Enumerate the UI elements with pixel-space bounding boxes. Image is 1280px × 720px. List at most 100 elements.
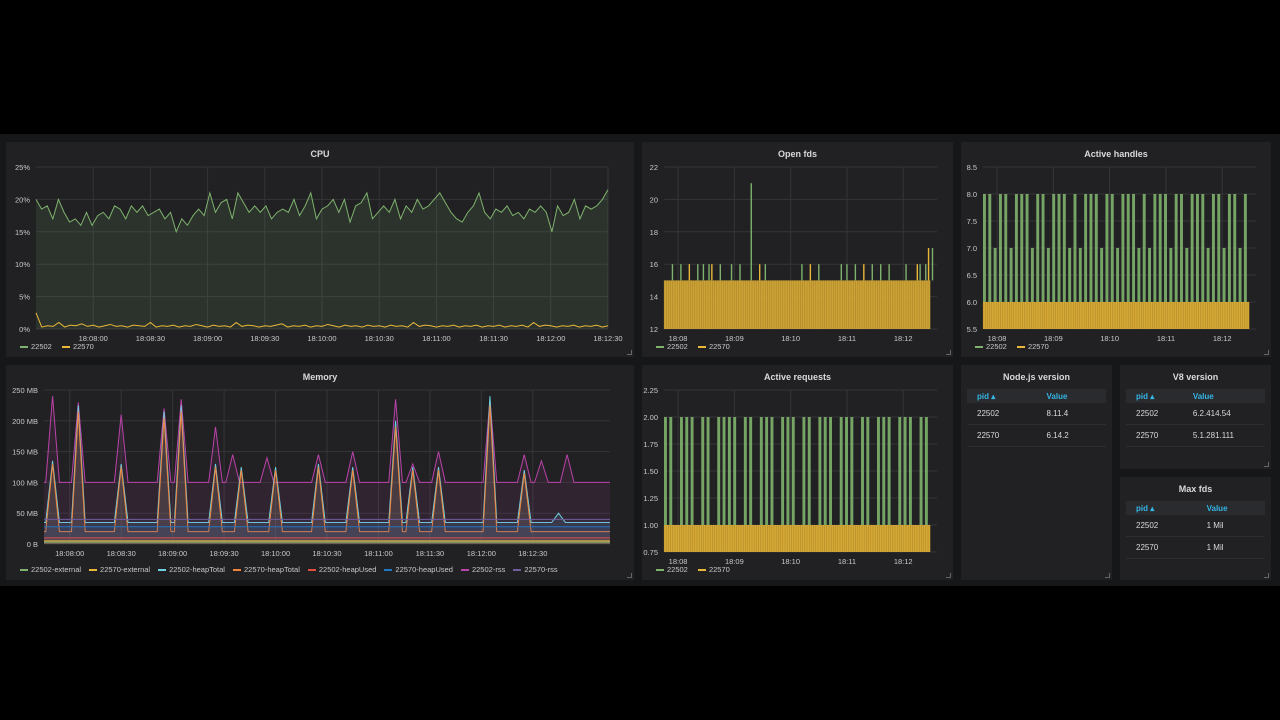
bar-22502 — [1004, 194, 1008, 302]
panel-title[interactable]: Active requests — [763, 372, 832, 382]
active-handles-chart: 5.5 6.0 6.5 7.0 7.5 8.0 8.5 18:08 18:09 18:10 18:1… — [967, 163, 1256, 342]
x-tick-label: 18:09:00 — [193, 334, 222, 342]
legend-item-22570[interactable]: 22570 — [697, 565, 730, 574]
sort-asc-icon: ▴ — [1150, 503, 1155, 513]
bar-22502 — [1132, 194, 1136, 302]
y-tick-label: 0.75 — [643, 548, 658, 557]
legend: 22502-external 22570-external 22502-heapTo… — [20, 565, 566, 574]
panel-nodejs-version[interactable]: Node.js version pid ▴ Value 22502 8.11.4 … — [961, 365, 1112, 580]
y-tick-label: 1.75 — [643, 440, 658, 449]
active-requests-chart: 0.75 1.00 1.25 1.50 1.75 2.00 2.25 18:08 18:09 18… — [643, 386, 937, 565]
panel-title[interactable]: CPU — [310, 149, 330, 159]
y-tick-label: 200 MB — [12, 417, 38, 426]
legend-swatch — [20, 569, 28, 572]
legend-item-22570[interactable]: 22570 — [61, 342, 94, 351]
bar-22502 — [998, 194, 1002, 302]
legend-item-22502[interactable]: 22502 — [20, 342, 52, 351]
bar-22502 — [876, 417, 880, 525]
bar-22502 — [839, 417, 843, 525]
x-tick-label: 18:08 — [988, 334, 1007, 342]
panel-title[interactable]: Open fds — [777, 149, 817, 159]
panel-title[interactable]: Max fds — [1178, 484, 1213, 494]
cell-value: 5.1.281.111 — [1182, 424, 1265, 447]
legend-label: 22570-external — [100, 565, 151, 574]
panel-v8-version[interactable]: V8 version pid ▴ Value 22502 6.2.414.54 2… — [1120, 365, 1271, 469]
bar-22502 — [903, 417, 907, 525]
resize-handle[interactable] — [946, 350, 951, 355]
panel-cpu[interactable]: CPU 0% 5% 10% 15% 20% 25% 18:08:00 18:08:30 18:0… — [6, 142, 634, 357]
series-area-22570-heapUsed — [44, 526, 610, 544]
column-header-value[interactable]: Value — [1036, 389, 1106, 403]
resize-handle[interactable] — [1105, 573, 1110, 578]
legend-swatch — [232, 569, 241, 572]
bar-22502 — [1062, 194, 1066, 302]
sort-asc-icon: ▴ — [991, 391, 996, 401]
y-tick-label: 6.0 — [967, 298, 977, 307]
panel-title[interactable]: Active handles — [1084, 149, 1148, 159]
series-area-22502-rss — [44, 396, 610, 544]
resize-handle[interactable] — [627, 573, 632, 578]
legend-item-22570[interactable]: 22570 — [1016, 342, 1049, 351]
y-tick-label: 100 MB — [12, 478, 38, 487]
legend-item-22502-heapTotal[interactable]: 22502-heapTotal — [158, 565, 225, 574]
legend-item-22570[interactable]: 22570 — [697, 342, 730, 351]
column-header-value[interactable]: Value — [1182, 389, 1265, 403]
column-header-pid[interactable]: pid ▴ — [967, 389, 1037, 403]
resize-handle[interactable] — [1264, 350, 1269, 355]
column-header-value[interactable]: Value — [1196, 501, 1265, 515]
bar-22502 — [706, 417, 710, 525]
legend-item-22502[interactable]: 22502 — [656, 565, 688, 574]
panel-title[interactable]: Node.js version — [1002, 372, 1071, 382]
bar-22502 — [845, 417, 848, 525]
x-tick-label: 18:09 — [725, 334, 744, 342]
resize-handle[interactable] — [627, 350, 632, 355]
legend-swatch — [89, 569, 98, 572]
legend-swatch — [697, 569, 706, 572]
panel-active-handles[interactable]: Active handles 5.5 6.0 6.5 7.0 7.5 8.0 8.5 18:0… — [961, 142, 1271, 357]
legend-label: 22502 — [986, 342, 1007, 351]
bar-22502 — [765, 417, 769, 525]
panel-memory[interactable]: Memory 0 B 50 MB 100 MB 150 MB 200 MB 250 MB 1… — [6, 365, 634, 580]
legend: 22502 22570 — [975, 342, 1057, 351]
bar-22502 — [1238, 248, 1242, 302]
cell-value: 8.11.4 — [1036, 403, 1106, 425]
x-tick-label: 18:12:30 — [518, 549, 547, 558]
legend-item-22570-heapTotal[interactable]: 22570-heapTotal — [232, 565, 300, 574]
y-tick-label: 0 B — [27, 540, 38, 549]
bar-22502 — [770, 417, 774, 525]
x-tick-label: 18:11:30 — [416, 549, 445, 558]
legend-item-22502-rss[interactable]: 22502-rss — [460, 565, 505, 574]
bar-22502 — [924, 417, 928, 525]
x-tick-label: 18:10:30 — [365, 334, 394, 342]
series-area-22502-heapTotal — [44, 396, 610, 544]
column-header-pid[interactable]: pid ▴ — [1126, 389, 1183, 403]
panel-open-fds[interactable]: Open fds 12 14 16 18 20 22 18:08 18:09 18:10 18:1… — [642, 142, 953, 357]
resize-handle[interactable] — [1264, 462, 1269, 467]
legend-item-22502-external[interactable]: 22502-external — [20, 565, 81, 574]
resize-handle[interactable] — [946, 573, 951, 578]
panel-title[interactable]: V8 version — [1172, 372, 1219, 382]
legend-label: 22502 — [667, 342, 688, 351]
resize-handle[interactable] — [1264, 573, 1269, 578]
x-tick-label: 18:12:00 — [467, 549, 496, 558]
bar-22502 — [1185, 248, 1189, 302]
bar-block-22570 — [664, 525, 931, 552]
legend-item-22502[interactable]: 22502 — [975, 342, 1007, 351]
bar-22502 — [717, 417, 721, 525]
legend-swatch — [384, 569, 393, 572]
legend-item-22570-heapUsed[interactable]: 22570-heapUsed — [384, 565, 453, 574]
bar-22502 — [669, 417, 673, 525]
bar-22502 — [1068, 248, 1072, 302]
panel-active-requests[interactable]: Active requests 0.75 1.00 1.25 1.50 1.75 2.00… — [642, 365, 953, 580]
legend-item-22502[interactable]: 22502 — [656, 342, 688, 351]
legend-item-22502-heapUsed[interactable]: 22502-heapUsed — [307, 565, 376, 574]
bar-22502 — [1233, 194, 1237, 302]
legend-item-22570-rss[interactable]: 22570-rss — [513, 565, 558, 574]
legend-item-22570-external[interactable]: 22570-external — [89, 565, 150, 574]
bar-22502 — [1009, 248, 1013, 302]
panel-title[interactable]: Memory — [302, 372, 338, 382]
x-tick-label: 18:08 — [669, 334, 688, 342]
bar-22502 — [807, 417, 811, 525]
column-header-pid[interactable]: pid ▴ — [1126, 501, 1197, 515]
panel-max-fds[interactable]: Max fds pid ▴ Value 22502 1 Mil 22570 1 Mi… — [1120, 477, 1271, 580]
